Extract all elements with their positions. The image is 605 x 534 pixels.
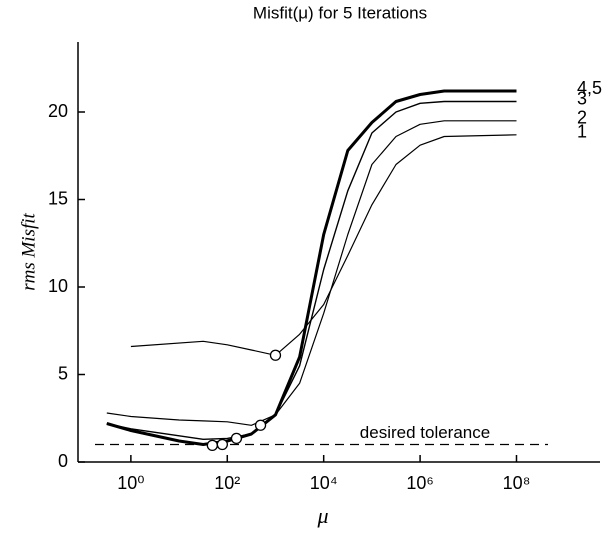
series-label: 1 (577, 122, 587, 142)
y-tick-label: 20 (48, 101, 68, 121)
x-tick-label: 10⁶ (406, 473, 433, 493)
series-label: 2 (577, 108, 587, 128)
chosen-point (269, 349, 282, 361)
tolerance-label: desired tolerance (360, 423, 490, 442)
chart-title: Misfit(μ) for 5 Iterations (253, 3, 427, 22)
x-tick-label: 10⁴ (310, 473, 338, 493)
y-tick-label: 0 (58, 451, 68, 471)
x-axis-label: μ (316, 503, 328, 528)
series-line (106, 120, 517, 426)
series-label: 4,5 (577, 78, 602, 98)
chosen-point (206, 439, 218, 452)
series-line (106, 89, 517, 446)
chosen-point (254, 419, 267, 431)
chosen-point (230, 432, 243, 445)
x-tick-label: 10⁰ (117, 473, 144, 493)
y-axis-label: rms Misfit (18, 212, 39, 290)
series-line (106, 100, 517, 440)
y-tick-label: 15 (48, 188, 68, 208)
x-tick-label: 10⁸ (503, 473, 531, 493)
y-tick-label: 5 (58, 363, 68, 383)
y-tick-label: 10 (48, 276, 68, 296)
x-tick-label: 10² (214, 473, 240, 493)
series-label: 3 (577, 88, 587, 108)
chosen-point (216, 438, 228, 451)
series-line (130, 134, 517, 356)
